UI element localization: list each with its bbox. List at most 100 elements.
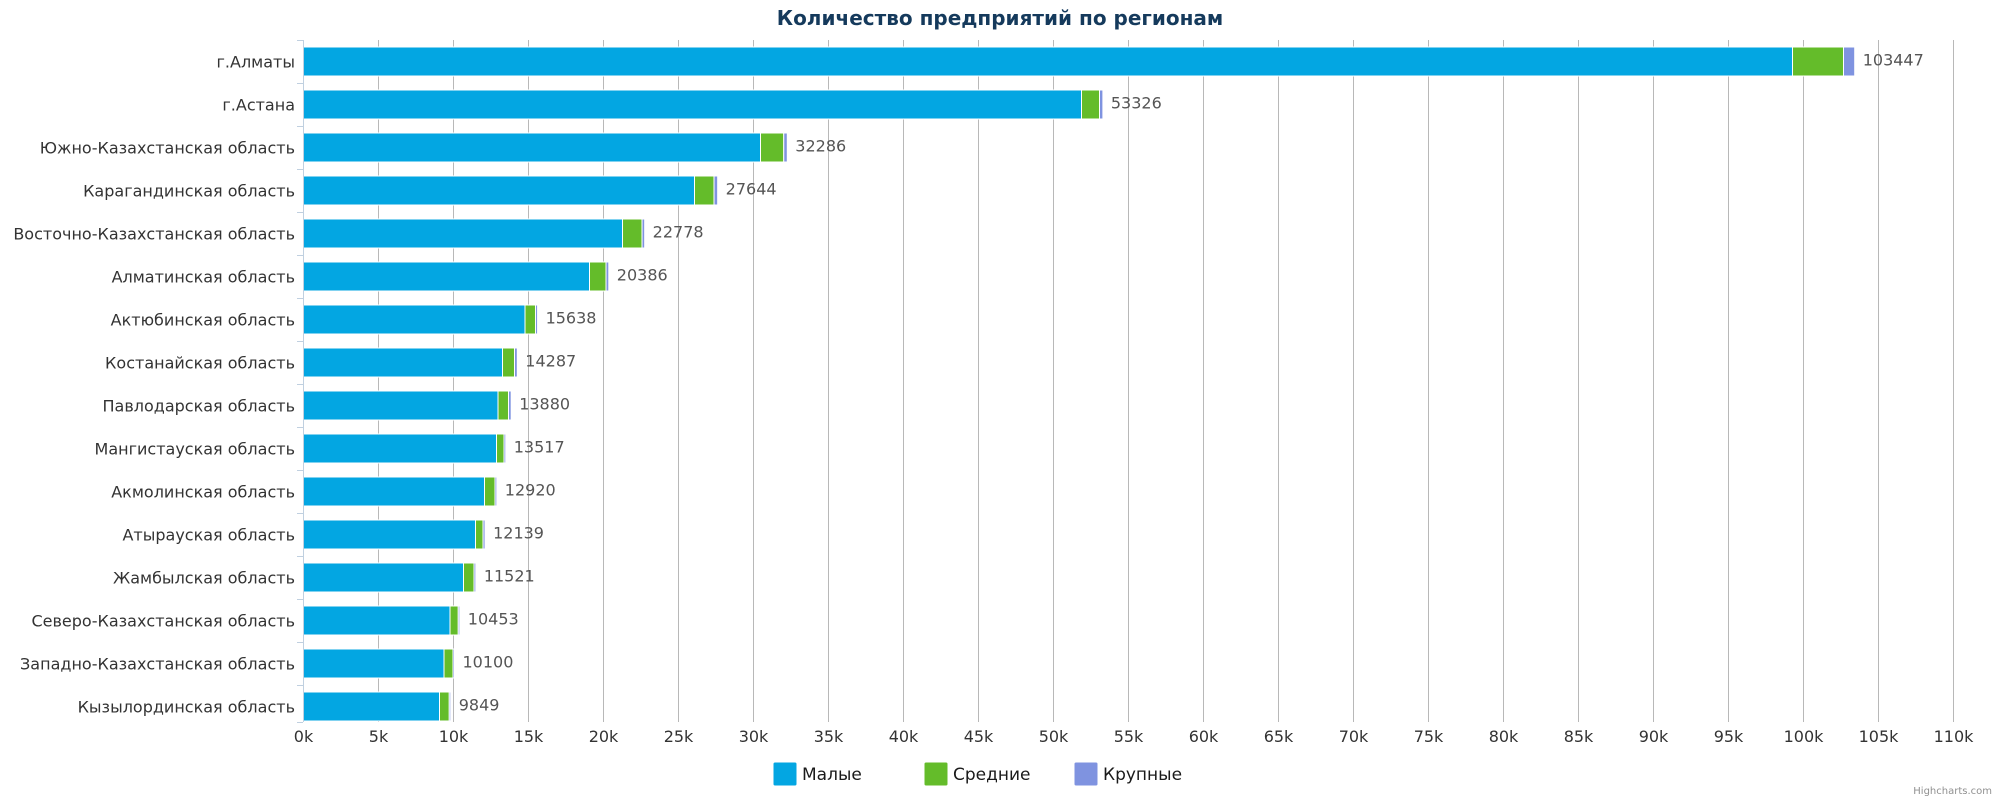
bar-segment[interactable] xyxy=(503,433,507,464)
bar-segment[interactable] xyxy=(484,476,496,507)
total-data-label: 53326 xyxy=(1111,94,1162,113)
x-tick-label: 30k xyxy=(739,727,769,746)
bar-segment[interactable] xyxy=(302,261,590,292)
total-data-label: 103447 xyxy=(1863,51,1924,70)
bars: 103447 53326 32286 27644 22778 20386 15638 1428… xyxy=(302,46,1924,722)
x-tick-label: 105k xyxy=(1859,727,1900,746)
x-tick-label: 5k xyxy=(369,727,389,746)
bar-segment[interactable] xyxy=(463,562,475,593)
bar-segment[interactable] xyxy=(302,562,464,593)
bar-segment[interactable] xyxy=(713,175,719,206)
bar-segment[interactable] xyxy=(475,519,484,550)
category-label: Атырауская область xyxy=(122,526,295,545)
category-label: Мангистауская область xyxy=(95,440,295,459)
bar-segment[interactable] xyxy=(589,261,607,292)
bar-segment[interactable] xyxy=(496,433,505,464)
total-data-label: 12139 xyxy=(493,524,544,543)
bar-segment[interactable] xyxy=(457,605,461,636)
x-tick-label: 40k xyxy=(889,727,919,746)
x-tick-label: 10k xyxy=(439,727,469,746)
total-data-label: 32286 xyxy=(795,137,846,156)
x-tick-label: 60k xyxy=(1189,727,1219,746)
bar-segment[interactable] xyxy=(302,605,451,636)
x-tick-label: 55k xyxy=(1114,727,1144,746)
bar-segment[interactable] xyxy=(502,347,515,378)
bar-segment[interactable] xyxy=(302,691,440,722)
category-label: Акмолинская область xyxy=(111,483,295,502)
category-label: г.Астана xyxy=(222,96,295,115)
category-label: Кызылординская область xyxy=(78,698,295,717)
category-label: Костанайская область xyxy=(105,354,295,373)
bar-segment[interactable] xyxy=(494,476,498,507)
category-label: Алматинская область xyxy=(112,268,295,287)
bar-segment[interactable] xyxy=(482,519,486,550)
legend-swatch[interactable] xyxy=(1073,761,1099,787)
total-data-label: 9849 xyxy=(459,696,500,715)
bar-segment[interactable] xyxy=(1099,89,1104,120)
bar-segment[interactable] xyxy=(1081,89,1100,120)
bar-segment[interactable] xyxy=(497,390,509,421)
x-tick-label: 45k xyxy=(964,727,994,746)
bar-segment[interactable] xyxy=(535,304,539,335)
total-data-label: 13517 xyxy=(514,438,565,457)
bar-segment[interactable] xyxy=(1843,46,1856,77)
bar-segment[interactable] xyxy=(302,648,445,679)
bar-segment[interactable] xyxy=(452,648,455,679)
x-tick-label: 20k xyxy=(589,727,619,746)
bar-segment[interactable] xyxy=(302,519,476,550)
category-label: Южно-Казахстанская область xyxy=(40,139,295,158)
category-label: Северо-Казахстанская область xyxy=(31,612,295,631)
legend-swatch[interactable] xyxy=(923,761,949,787)
total-data-label: 12920 xyxy=(505,481,556,500)
bar-segment[interactable] xyxy=(302,304,526,335)
bar-segment[interactable] xyxy=(439,691,450,722)
x-tick-label: 110k xyxy=(1934,727,1975,746)
bar-segment[interactable] xyxy=(302,89,1082,120)
bar-segment[interactable] xyxy=(694,175,715,206)
x-tick-label: 0k xyxy=(294,727,314,746)
bar-segment[interactable] xyxy=(448,691,452,722)
total-data-label: 15638 xyxy=(546,309,597,328)
bar-segment[interactable] xyxy=(302,347,503,378)
bar-segment[interactable] xyxy=(514,347,518,378)
bar-segment[interactable] xyxy=(622,218,643,249)
legend-item-label[interactable]: Крупные xyxy=(1103,765,1182,785)
category-label: Актюбинская область xyxy=(111,311,295,330)
legend-swatch[interactable] xyxy=(772,761,798,787)
x-tick-label: 15k xyxy=(514,727,544,746)
x-tick-label: 100k xyxy=(1784,727,1825,746)
x-tick-label: 85k xyxy=(1564,727,1594,746)
x-tick-label: 90k xyxy=(1639,727,1669,746)
bar-segment[interactable] xyxy=(605,261,610,292)
credit-label[interactable]: Highcharts.com xyxy=(1913,786,1992,797)
bar-segment[interactable] xyxy=(473,562,477,593)
bar-segment[interactable] xyxy=(302,390,499,421)
bar-segment[interactable] xyxy=(302,46,1793,77)
bar-segment[interactable] xyxy=(783,132,788,163)
legend-item-label[interactable]: Малые xyxy=(802,765,862,785)
bar-segment[interactable] xyxy=(641,218,646,249)
total-data-label: 11521 xyxy=(484,567,535,586)
total-data-label: 13880 xyxy=(519,395,570,414)
total-data-label: 27644 xyxy=(726,180,777,199)
bar-segment[interactable] xyxy=(1792,46,1844,77)
bar-segment[interactable] xyxy=(302,218,623,249)
bar-segment[interactable] xyxy=(508,390,512,421)
category-label: Жамбылская область xyxy=(113,569,295,588)
x-tick-label: 95k xyxy=(1714,727,1744,746)
bar-segment[interactable] xyxy=(449,605,459,636)
x-tick-label: 50k xyxy=(1039,727,1069,746)
legend-item-label[interactable]: Средние xyxy=(953,765,1031,785)
category-label: Западно-Казахстанская область xyxy=(20,655,295,674)
category-label: Карагандинская область xyxy=(83,182,295,201)
total-data-label: 20386 xyxy=(617,266,668,285)
bar-segment[interactable] xyxy=(302,175,695,206)
bar-segment[interactable] xyxy=(760,132,785,163)
x-tick-label: 25k xyxy=(664,727,694,746)
bar-segment[interactable] xyxy=(443,648,454,679)
bar-segment[interactable] xyxy=(302,132,761,163)
bar-segment[interactable] xyxy=(302,433,497,464)
bar-segment[interactable] xyxy=(524,304,536,335)
bar-segment[interactable] xyxy=(302,476,485,507)
